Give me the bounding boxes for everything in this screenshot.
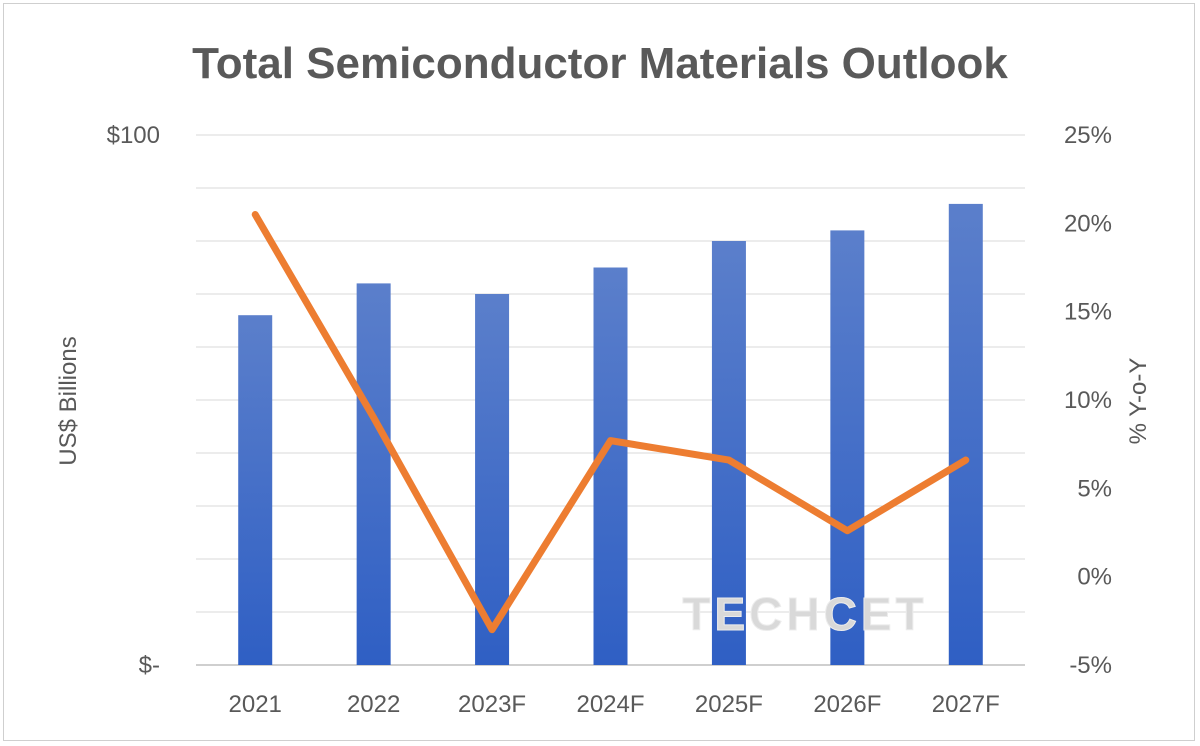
y-tick-labels: $- $100 (107, 122, 160, 679)
chart-frame (3, 3, 1195, 741)
watermark: TECHCET (682, 588, 927, 640)
x-tick-label: 2021 (229, 691, 282, 718)
y-right-tick-label: 15% (1064, 299, 1112, 326)
y-axis-label: US$ Billions (55, 336, 82, 465)
y-right-tick-label: 5% (1077, 475, 1112, 502)
y-tick-label: $- (139, 652, 160, 679)
bar-series (238, 203, 983, 665)
yoy-point-2023F (491, 628, 494, 631)
y-right-tick-label: 0% (1077, 564, 1112, 591)
x-tick-label: 2027F (932, 691, 1000, 718)
bar-2021 (238, 315, 273, 665)
x-tick-labels: 2021 2022 2023F 2024F 2025F 2026F 2027F (229, 691, 1000, 718)
x-tick-label: 2024F (576, 691, 644, 718)
x-tick-label: 2022 (347, 691, 400, 718)
yoy-point-2027F (964, 459, 967, 462)
line-series (251, 211, 970, 634)
bar-2027F (948, 203, 983, 665)
x-tick-label: 2026F (813, 691, 881, 718)
y-right-tick-label: 10% (1064, 387, 1112, 414)
yoy-point-2021 (254, 213, 257, 216)
yoy-point-2022 (372, 416, 375, 419)
bar-2025F (711, 241, 746, 665)
x-tick-label: 2025F (695, 691, 763, 718)
x-tick-label: 2023F (458, 691, 526, 718)
yoy-point-2025F (727, 459, 730, 462)
bar-2024F (593, 267, 628, 665)
yoy-point-2024F (609, 439, 612, 442)
y-right-tick-label: -5% (1069, 652, 1112, 679)
yoy-point-2026F (846, 529, 849, 532)
y-right-tick-labels: -5% 0% 5% 10% 15% 20% 25% (1064, 122, 1112, 679)
chart-title: Total Semiconductor Materials Outlook (192, 39, 1008, 88)
bar-2026F (830, 230, 865, 665)
y-tick-label: $100 (107, 122, 160, 149)
bar-2022 (356, 283, 391, 665)
y-right-axis-label: % Y-o-Y (1125, 358, 1152, 445)
y-right-tick-label: 25% (1064, 122, 1112, 149)
y-right-tick-label: 20% (1064, 210, 1112, 237)
